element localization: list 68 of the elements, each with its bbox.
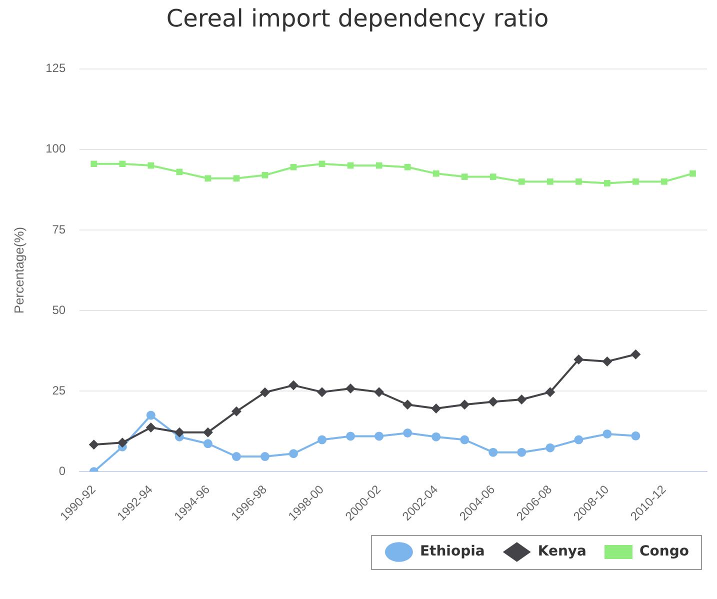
chart-title: Cereal import dependency ratio	[166, 4, 549, 33]
point	[602, 429, 612, 438]
point	[232, 452, 241, 462]
point	[288, 380, 298, 390]
y-tick-label: 75	[52, 222, 66, 236]
point	[90, 160, 98, 168]
point	[490, 174, 496, 180]
point	[602, 356, 612, 366]
y-tick-label: 0	[58, 464, 66, 478]
point	[516, 394, 527, 404]
point	[461, 174, 468, 180]
y-axis-title: Percentage(%)	[11, 226, 26, 314]
point	[431, 404, 442, 414]
point	[630, 349, 641, 360]
legend-label: Congo	[640, 544, 690, 560]
point	[203, 439, 212, 448]
point	[346, 384, 356, 394]
point	[346, 432, 356, 441]
point	[546, 443, 555, 452]
point	[318, 160, 326, 168]
legend-label: Ethiopia	[420, 544, 485, 560]
point	[374, 387, 384, 398]
point	[517, 448, 526, 457]
point	[233, 175, 240, 182]
point	[545, 387, 556, 398]
point	[632, 178, 639, 185]
point	[488, 448, 498, 457]
point	[604, 180, 610, 186]
point	[260, 452, 270, 462]
point	[174, 427, 184, 438]
point	[403, 428, 412, 438]
point	[574, 435, 584, 444]
point	[119, 160, 126, 168]
point	[204, 175, 212, 182]
point	[88, 440, 99, 450]
point	[146, 410, 156, 420]
point	[231, 406, 242, 416]
point	[176, 168, 183, 176]
point	[146, 422, 156, 433]
point	[290, 164, 297, 170]
point	[690, 170, 696, 177]
point	[374, 432, 384, 441]
point	[404, 164, 411, 170]
point	[574, 354, 584, 365]
point	[546, 178, 554, 185]
point	[262, 172, 268, 178]
point	[432, 432, 441, 442]
y-tick-label: 25	[52, 383, 66, 398]
point	[460, 435, 470, 444]
point	[318, 435, 327, 444]
point	[202, 427, 213, 438]
point	[575, 178, 582, 185]
y-tick-label: 125	[46, 61, 66, 76]
point	[317, 387, 328, 398]
point	[488, 396, 498, 407]
point	[117, 438, 128, 448]
point	[518, 178, 525, 185]
y-tick-label: 50	[52, 302, 66, 317]
point	[402, 400, 413, 410]
point	[460, 400, 470, 410]
point	[289, 449, 298, 458]
point	[631, 431, 640, 440]
legend-label: Kenya	[538, 544, 587, 560]
point	[432, 170, 440, 177]
point	[661, 178, 668, 185]
y-tick-label: 100	[46, 142, 66, 156]
point	[260, 387, 270, 398]
point	[148, 162, 154, 169]
